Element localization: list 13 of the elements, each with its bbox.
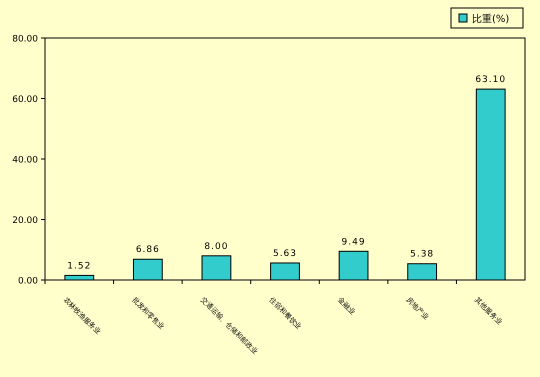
y-tick-label: 80.00: [12, 34, 38, 44]
text: 9.49: [342, 237, 366, 248]
text: 5.63: [272, 248, 298, 259]
y-tick-label: 0.00: [18, 276, 38, 286]
y-tick-label: 60.00: [12, 95, 38, 105]
text: 63.10: [475, 75, 506, 86]
text: 6.86: [136, 245, 160, 256]
legend-label: 比重(%): [472, 13, 510, 25]
text: 5.38: [410, 250, 434, 260]
text: 8.00: [204, 242, 228, 252]
y-tick-label: 40.00: [12, 156, 38, 166]
text: 1.52: [67, 261, 92, 272]
y-tick-label: 20.00: [12, 216, 38, 226]
